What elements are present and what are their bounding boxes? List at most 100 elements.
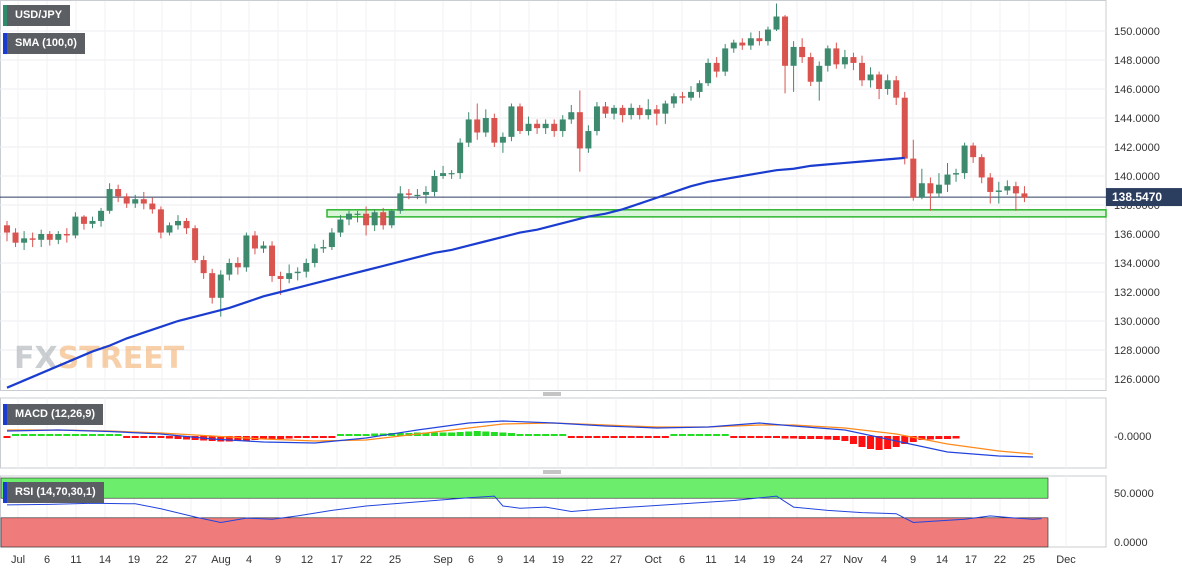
- x-tick-label: Aug: [211, 554, 231, 566]
- macd-hist-bar: [362, 434, 370, 436]
- macd-hist-bar: [319, 436, 327, 438]
- macd-hist-bar: [730, 436, 738, 438]
- candle-body: [935, 184, 942, 194]
- candle-body: [722, 48, 729, 72]
- candle-body: [388, 210, 395, 226]
- y-tick-label: 148.0000: [1114, 55, 1160, 67]
- candle-body: [876, 74, 883, 89]
- candle-body: [679, 96, 686, 98]
- sma-100-line: [6, 156, 905, 389]
- macd-hist-bar: [3, 436, 11, 438]
- macd-hist-bar: [12, 434, 20, 436]
- rsi-tag-marker: [3, 482, 7, 503]
- candle-body: [893, 80, 900, 98]
- candle-body: [764, 29, 771, 42]
- candle-body: [841, 57, 848, 65]
- rsi-line: [6, 495, 1042, 524]
- candle-body: [619, 107, 626, 116]
- macd-hist-bar: [550, 434, 558, 436]
- candle-body: [1004, 186, 1011, 191]
- rsi-tick-label: 0.0000: [1114, 537, 1148, 549]
- macd-hist-bar: [46, 434, 54, 436]
- macd-hist-bar: [294, 436, 302, 438]
- macd-hist-bar: [148, 436, 156, 438]
- macd-hist-bar: [97, 434, 105, 436]
- macd-hist-bar: [37, 434, 45, 436]
- macd-hist-bar: [901, 436, 909, 444]
- candle-body: [816, 65, 823, 82]
- rsi-tag: RSI (14,70,30,1): [3, 482, 104, 503]
- candle-body: [995, 190, 1002, 192]
- candle-body: [534, 123, 541, 129]
- candle-body: [448, 173, 455, 175]
- macd-hist-bar: [670, 434, 678, 436]
- macd-hist-bar: [755, 436, 763, 438]
- macd-hist-bar: [516, 434, 524, 436]
- macd-hist-bar: [619, 436, 627, 438]
- x-tick-label: 14: [734, 554, 746, 566]
- candle-body: [867, 74, 874, 81]
- candle-body: [63, 234, 70, 236]
- macd-hist-bar: [431, 432, 438, 436]
- candle-body: [910, 158, 917, 198]
- macd-hist-bar: [217, 436, 225, 442]
- candle-body: [1021, 193, 1028, 198]
- macd-tag: MACD (12,26,9): [3, 404, 104, 425]
- candle-body: [106, 189, 113, 211]
- candle-body: [337, 219, 344, 233]
- macd-hist-bar: [747, 436, 755, 438]
- macd-hist-bar: [277, 436, 285, 439]
- candle-body: [645, 109, 652, 116]
- candle-body: [123, 196, 130, 204]
- candle-body: [260, 245, 267, 249]
- macd-hist-bar: [174, 436, 182, 439]
- macd-hist-bar: [832, 436, 840, 440]
- macd-hist-bar: [593, 436, 601, 438]
- candle-body: [491, 118, 498, 143]
- candle-body: [226, 263, 233, 275]
- macd-hist-bar: [576, 436, 584, 438]
- candle-body: [953, 173, 960, 175]
- macd-hist-bar: [798, 436, 806, 439]
- x-tick-label: 22: [156, 554, 168, 566]
- y-tick-label: 150.0000: [1114, 26, 1160, 38]
- macd-hist-bar: [157, 436, 165, 438]
- candle-body: [961, 145, 968, 174]
- rsi-tick-label: 50.0000: [1114, 488, 1154, 500]
- candle-body: [568, 112, 575, 120]
- x-tick-label: 24: [791, 554, 803, 566]
- candle-body: [576, 112, 583, 149]
- candle-body: [833, 48, 840, 65]
- macd-hist-bar: [738, 436, 746, 438]
- candle-body: [277, 276, 284, 279]
- candle-body: [884, 80, 891, 89]
- macd-hist-bar: [191, 436, 199, 440]
- candle-body: [696, 83, 703, 92]
- candle-body: [269, 245, 276, 277]
- candle-body: [4, 225, 10, 233]
- candle-body: [320, 247, 327, 249]
- macd-hist-bar: [439, 432, 447, 436]
- candle-body: [602, 106, 609, 114]
- macd-hist-bar: [328, 436, 336, 438]
- candle-body: [705, 62, 712, 84]
- x-tick-label: 27: [185, 554, 197, 566]
- macd-hist-bar: [106, 434, 114, 436]
- candle-body: [739, 42, 746, 46]
- candle-body: [405, 193, 412, 195]
- macd-tick-label: -0.0000: [1114, 431, 1151, 443]
- candle-body: [542, 123, 549, 129]
- candle-body: [217, 274, 224, 298]
- candle-body: [243, 235, 250, 268]
- candle-body: [859, 62, 865, 81]
- macd-hist-bar: [422, 432, 430, 436]
- candle-body: [72, 216, 79, 236]
- candle-body: [508, 106, 515, 137]
- x-tick-label: 17: [965, 554, 977, 566]
- x-tick-label: Jul: [11, 554, 25, 566]
- candle-body: [234, 263, 241, 268]
- macd-hist-bar: [721, 434, 729, 436]
- x-tick-label: Nov: [843, 554, 863, 566]
- macd-hist-bar: [311, 436, 319, 438]
- macd-hist-bar: [781, 436, 789, 439]
